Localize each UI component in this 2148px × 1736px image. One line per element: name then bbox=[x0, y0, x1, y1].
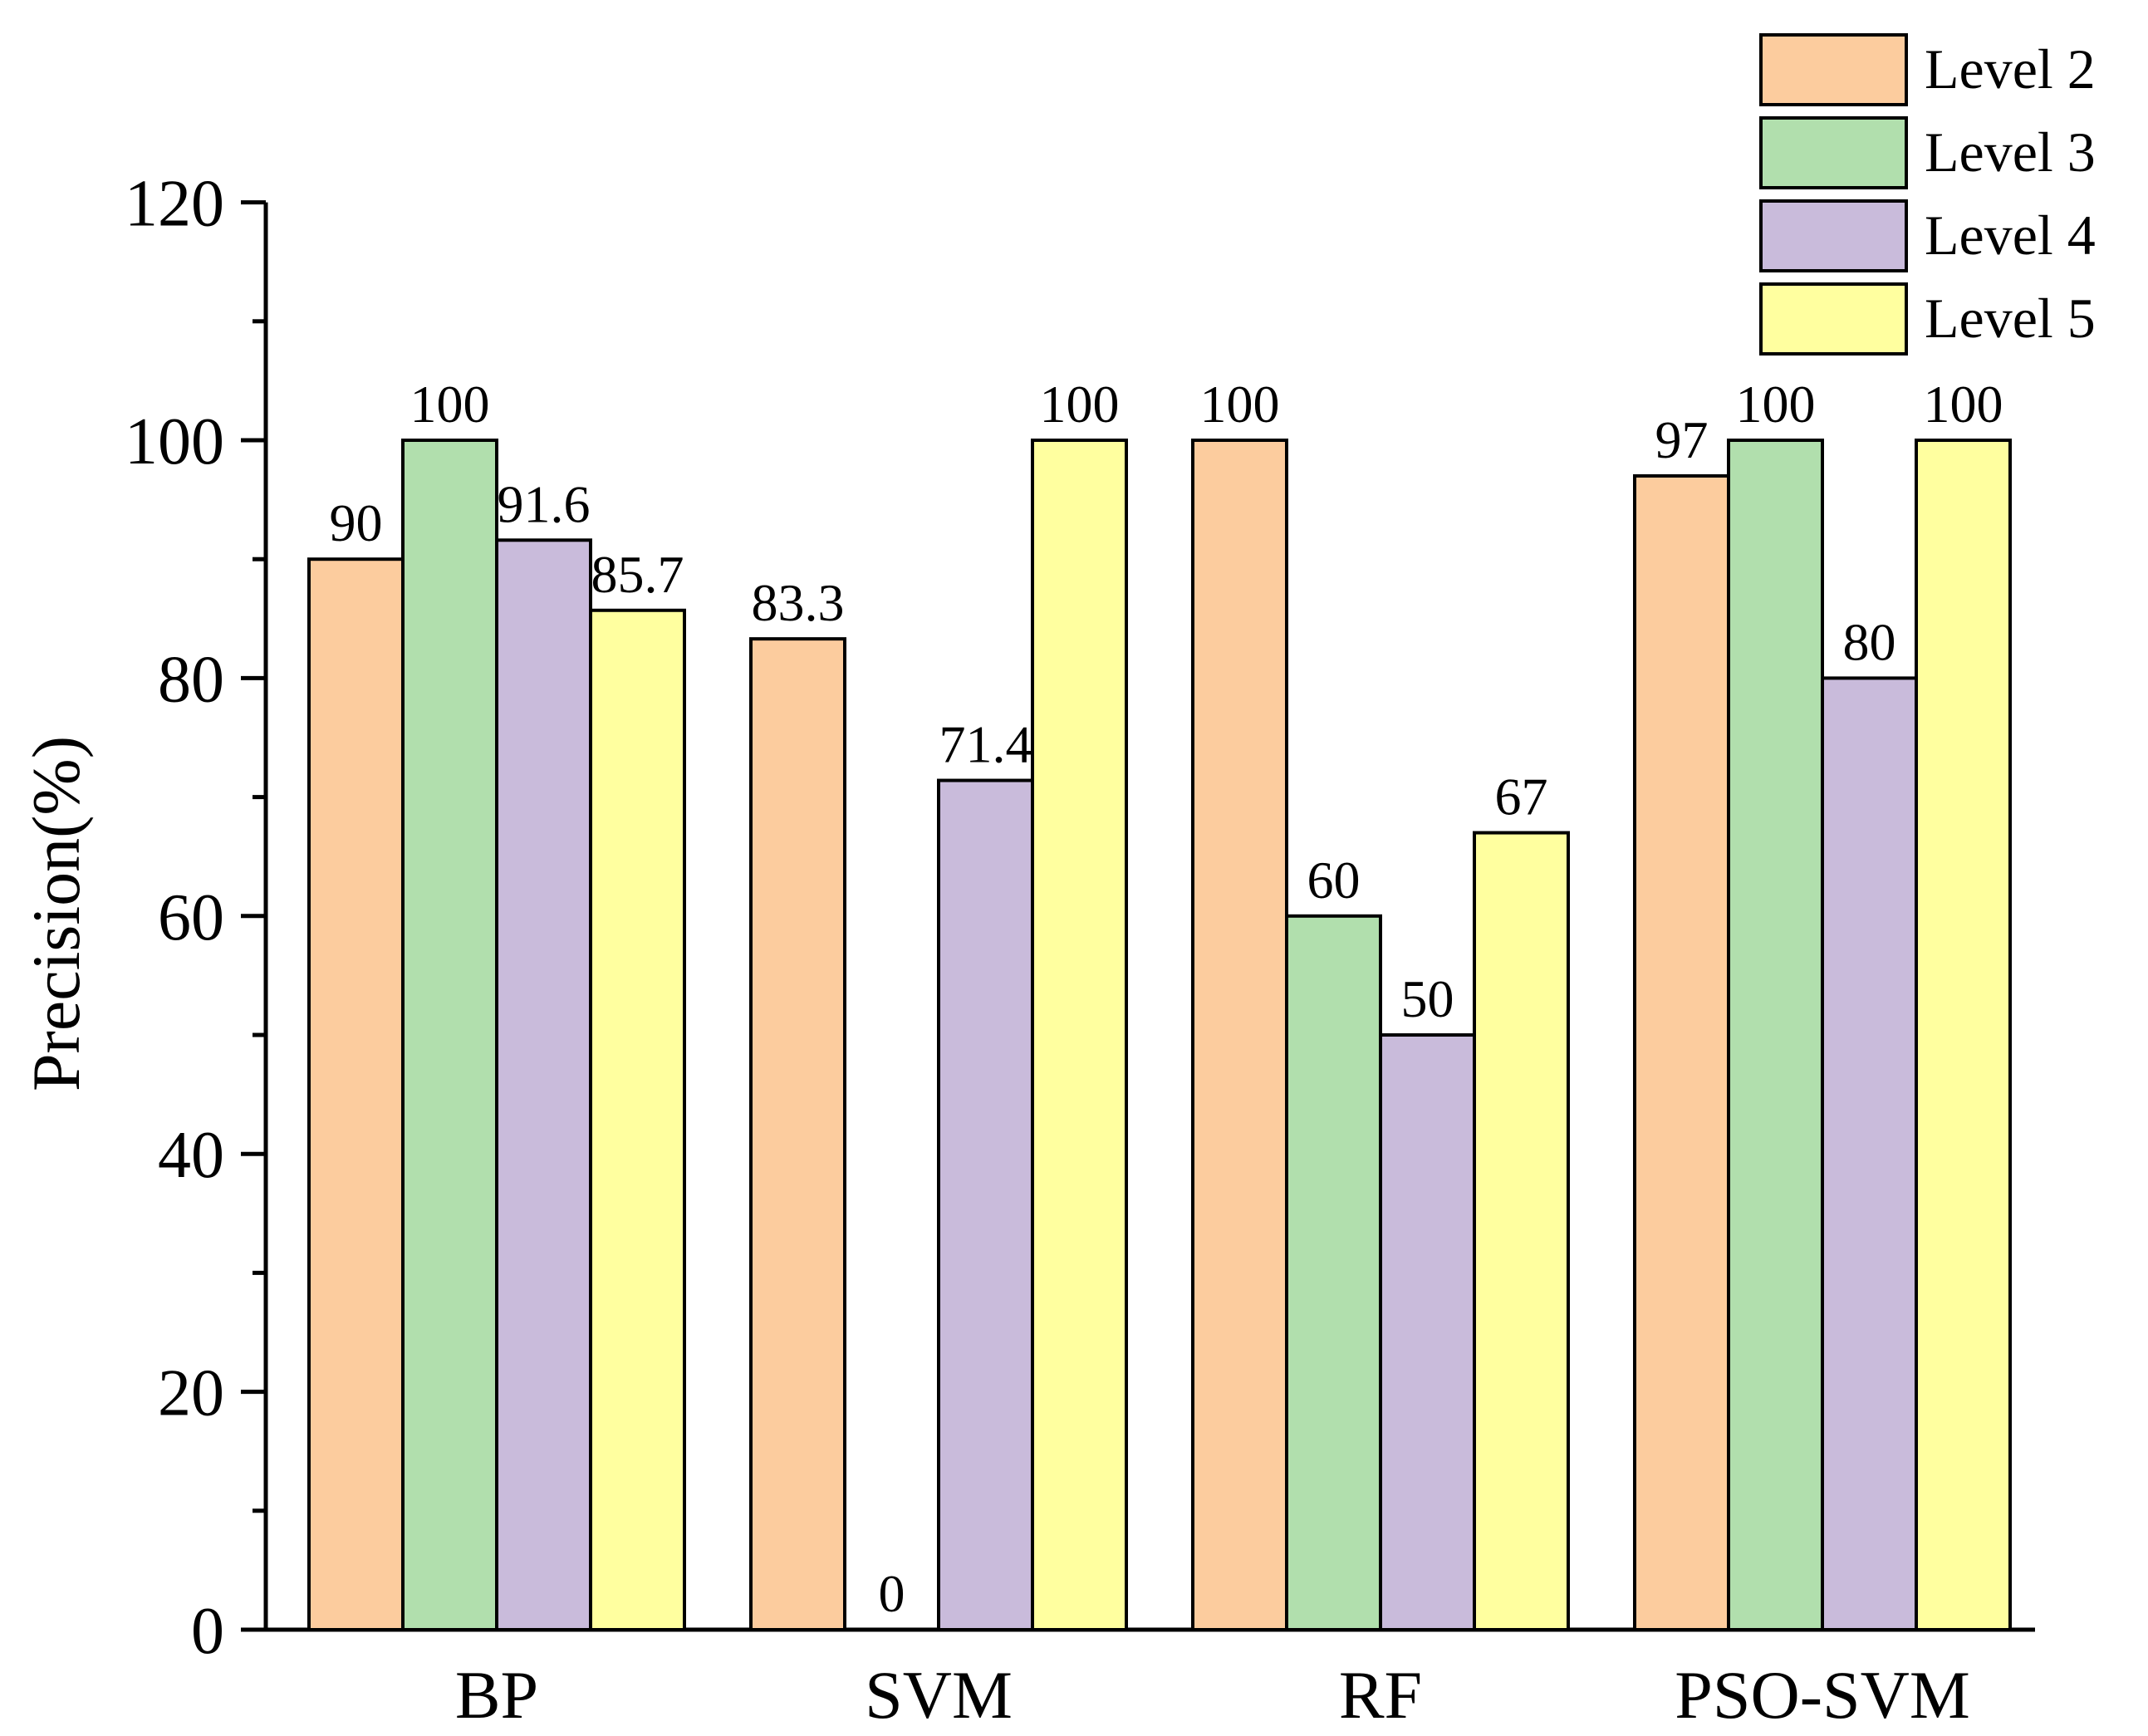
data-label: 91.6 bbox=[498, 474, 591, 533]
data-label: 85.7 bbox=[591, 545, 684, 604]
legend-label: Level 2 bbox=[1925, 37, 2096, 101]
data-label: 100 bbox=[1924, 375, 2003, 434]
y-tick-label: 120 bbox=[125, 168, 224, 241]
y-tick-label: 80 bbox=[158, 643, 224, 716]
x-category-label: BP bbox=[455, 1657, 538, 1733]
data-label: 60 bbox=[1307, 851, 1361, 910]
data-label: 90 bbox=[330, 493, 383, 552]
data-label: 97 bbox=[1655, 410, 1709, 469]
bar bbox=[495, 538, 592, 1632]
bar bbox=[1031, 439, 1128, 1631]
bar bbox=[1379, 1033, 1476, 1631]
bar bbox=[1473, 831, 1570, 1631]
y-tick-label: 100 bbox=[125, 405, 224, 478]
legend-label: Level 5 bbox=[1925, 287, 2096, 350]
bar bbox=[1633, 473, 1730, 1632]
data-label: 100 bbox=[410, 375, 490, 434]
y-tick-label: 60 bbox=[158, 881, 224, 954]
bar bbox=[1285, 914, 1382, 1632]
data-label: 71.4 bbox=[939, 715, 1032, 774]
data-label: 83.3 bbox=[752, 573, 845, 632]
data-label: 100 bbox=[1040, 375, 1120, 434]
bar bbox=[1821, 676, 1918, 1631]
bar bbox=[401, 439, 498, 1631]
y-tick-label: 20 bbox=[158, 1357, 224, 1430]
x-category-label: SVM bbox=[865, 1657, 1013, 1733]
legend-label: Level 4 bbox=[1925, 204, 2096, 267]
data-label: 100 bbox=[1200, 375, 1280, 434]
legend-swatch bbox=[1759, 282, 1908, 356]
data-labels: 9083.31009710006010091.671.4508085.71006… bbox=[330, 375, 2003, 1623]
data-label: 80 bbox=[1843, 612, 1896, 671]
axes: 0 20 40 60 80 100 120 BP SVM RF PSO-SVM bbox=[125, 168, 2035, 1733]
y-tick-label: 0 bbox=[191, 1595, 224, 1668]
legend-swatch bbox=[1759, 33, 1908, 106]
y-tick-label: 40 bbox=[158, 1119, 224, 1192]
legend-label: Level 3 bbox=[1925, 120, 2096, 184]
bar bbox=[1191, 439, 1288, 1631]
bar bbox=[1727, 439, 1824, 1631]
data-label: 67 bbox=[1495, 767, 1548, 826]
x-category-label: PSO-SVM bbox=[1675, 1657, 1969, 1733]
y-axis-title: Precision(%) bbox=[18, 736, 94, 1091]
bar bbox=[307, 557, 405, 1632]
bar bbox=[937, 778, 1034, 1631]
x-category-label: RF bbox=[1339, 1657, 1422, 1733]
bars bbox=[307, 439, 2012, 1632]
bar bbox=[1915, 439, 2012, 1631]
legend-swatch bbox=[1759, 199, 1908, 272]
legend-swatch bbox=[1759, 116, 1908, 189]
legend: Level 2 Level 3 Level 4 Level 5 bbox=[1759, 33, 2096, 356]
bar bbox=[749, 637, 846, 1631]
data-label: 0 bbox=[879, 1564, 905, 1623]
data-label: 50 bbox=[1401, 969, 1454, 1028]
data-label: 100 bbox=[1736, 375, 1816, 434]
bar bbox=[589, 608, 686, 1631]
